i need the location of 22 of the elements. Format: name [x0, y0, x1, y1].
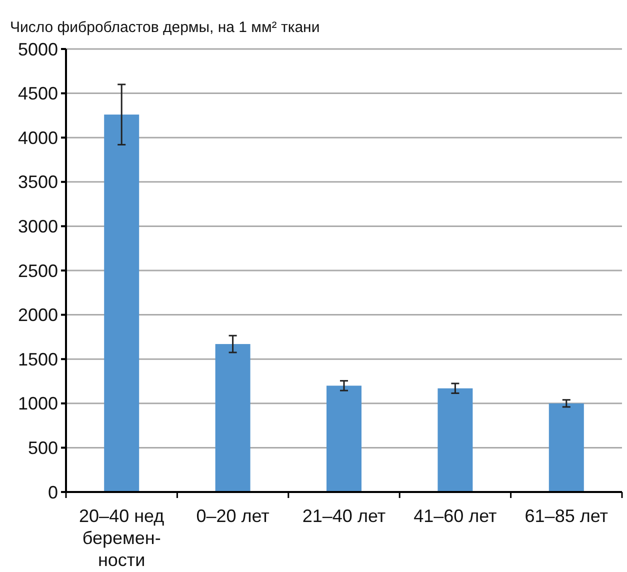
y-tick-label: 0	[48, 482, 58, 502]
x-tick-label: 61–85 лет	[524, 506, 608, 526]
x-tick-label: 0–20 лет	[196, 506, 270, 526]
y-tick-label: 2000	[18, 305, 58, 326]
chart-title: Число фибробластов дермы, на 1 мм² ткани	[10, 19, 320, 36]
bar	[215, 344, 250, 492]
x-tick-label: 21–40 лет	[302, 506, 386, 526]
y-tick-label: 3500	[18, 172, 58, 192]
y-tick-label: 4500	[18, 84, 58, 104]
y-tick-label: 500	[28, 438, 58, 458]
y-tick-label: 4000	[18, 128, 58, 148]
bar	[104, 114, 140, 492]
bar	[548, 403, 584, 492]
x-tick-label: 20–40 нед беремен- ности	[79, 506, 165, 570]
y-tick-label: 2500	[18, 260, 58, 281]
x-tick-label: 41–60 лет	[414, 506, 497, 526]
bar	[438, 388, 473, 492]
y-tick-label: 5000	[18, 39, 58, 60]
bar	[326, 386, 362, 492]
y-tick-label: 1000	[18, 394, 58, 414]
y-tick-label: 1500	[18, 349, 58, 370]
y-tick-label: 3000	[18, 216, 58, 236]
